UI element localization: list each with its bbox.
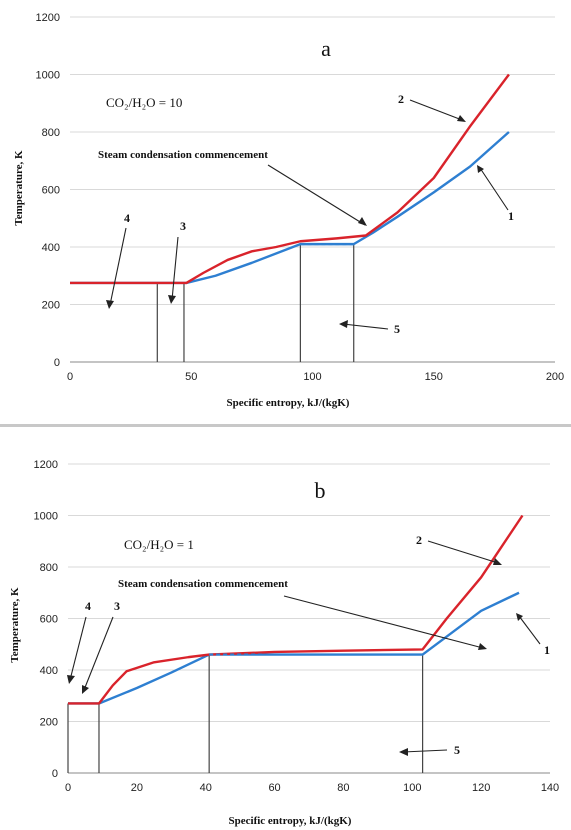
x-tick-label: 20 [131,782,143,794]
y-tick-label: 1000 [36,70,60,82]
chart-b-label-1: 1 [544,643,550,657]
x-tick-label: 140 [541,782,559,794]
chart-a-arrow-1 [479,167,509,211]
chart-b-arrow-3 [83,616,114,691]
y-tick-label: 0 [52,768,58,780]
chart-b: 0 200 400 600 800 1000 1200 0 20 40 60 80 100 120 140… [0,430,571,830]
chart-b-label-5: 5 [454,743,460,757]
panel-divider [0,424,571,427]
chart-b-ylabel: Temperature, K [9,587,21,663]
x-tick-label: 100 [303,371,321,383]
chart-a-arrow-4 [109,227,127,306]
chart-a-arrow-2 [409,99,463,121]
chart-b-arrow-2 [427,540,499,564]
chart-a-label-3: 3 [180,219,186,233]
y-tick-label: 800 [42,127,60,139]
x-tick-label: 200 [546,371,564,383]
x-tick-label: 100 [403,782,421,794]
y-tick-label: 400 [42,242,60,254]
chart-a-arrow-5 [342,323,389,330]
x-tick-label: 80 [337,782,349,794]
chart-a-arrowhead-1 [477,165,484,173]
chart-a-label-1: 1 [508,209,514,223]
x-tick-label: 40 [200,782,212,794]
chart-b-label-2: 2 [416,533,422,547]
chart-a-svg: 0 200 400 600 800 1000 1200 0 50 100 150 200 a CO₂… [13,12,564,409]
chart-b-arrowhead-3 [82,685,89,694]
y-tick-label: 800 [40,562,58,574]
chart-b-svg: 0 200 400 600 800 1000 1200 0 20 40 60 80 100 120 140… [9,459,559,827]
y-tick-label: 1200 [36,12,60,24]
x-tick-label: 120 [472,782,490,794]
chart-a-arrowhead-3 [168,295,176,304]
x-tick-label: 0 [65,782,71,794]
chart-b-panel-label: b [315,478,326,503]
chart-b-arrow-4 [69,616,87,681]
series-2-line [70,73,510,285]
series-2-line [68,514,524,705]
y-tick-label: 0 [54,357,60,369]
chart-a-label-2: 2 [398,92,404,106]
chart-a-annotation: Steam condensation commencement [98,149,268,161]
chart-b-arrowhead-4 [67,675,75,684]
chart-a-panel-label: a [321,36,331,61]
chart-b-arrow-1 [518,615,541,645]
chart-a-ylabel: Temperature, K [13,150,25,226]
chart-a-arrowhead-2 [457,115,466,122]
chart-b-arrowhead-5 [399,748,408,756]
chart-a-arrow-3 [171,236,179,301]
chart-a-label-4: 4 [124,211,130,225]
chart-a-ratio-label: CO₂/H₂O = 10 [106,95,182,110]
chart-a-annotation-arrowhead [358,217,367,226]
chart-b-arrow-5 [402,749,448,753]
chart-a-xlabel: Specific entropy, kJ/(kgK) [227,397,350,409]
x-tick-label: 0 [67,371,73,383]
chart-a-arrowhead-4 [106,300,114,309]
chart-b-annotation-arrowhead [478,643,487,650]
y-tick-label: 1000 [34,511,58,523]
chart-b-annotation-arrow [283,595,484,649]
x-tick-label: 60 [268,782,280,794]
x-tick-label: 150 [425,371,443,383]
y-tick-label: 200 [40,717,58,729]
chart-a-label-5: 5 [394,322,400,336]
chart-b-label-3: 3 [114,599,120,613]
chart-a: 0 200 400 600 800 1000 1200 0 50 100 150 200 a CO₂… [13,12,564,409]
y-tick-label: 400 [40,665,58,677]
chart-b-label-4: 4 [85,599,91,613]
x-tick-label: 50 [185,371,197,383]
y-tick-label: 1200 [34,459,58,471]
chart-b-arrowhead-1 [516,613,523,621]
chart-b-xlabel: Specific entropy, kJ/(kgK) [229,815,352,827]
chart-b-ratio-label: CO₂/H₂O = 1 [124,537,194,552]
chart-b-annotation: Steam condensation commencement [118,578,288,590]
chart-b-arrowhead-2 [493,558,502,565]
series-1-line [68,591,520,705]
y-tick-label: 600 [42,185,60,197]
y-tick-label: 600 [40,614,58,626]
chart-a-arrowhead-5 [339,320,348,328]
y-tick-label: 200 [42,300,60,312]
chart-a-annotation-arrow [267,164,366,226]
